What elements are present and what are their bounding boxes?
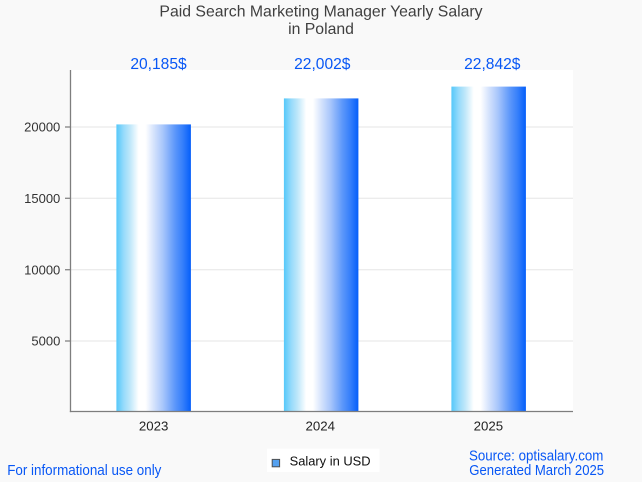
svg-text:15000: 15000 <box>24 191 60 206</box>
svg-text:2024: 2024 <box>306 419 335 434</box>
svg-text:22,002$: 22,002$ <box>294 56 351 73</box>
svg-text:22,842$: 22,842$ <box>464 56 521 73</box>
svg-text:10000: 10000 <box>24 262 60 277</box>
svg-text:Paid Search Marketing Manager: Paid Search Marketing Manager Yearly Sal… <box>159 3 482 20</box>
svg-text:5000: 5000 <box>31 334 60 349</box>
svg-text:2023: 2023 <box>139 419 168 434</box>
svg-text:2025: 2025 <box>474 419 503 434</box>
svg-text:Salary in USD: Salary in USD <box>290 453 371 468</box>
svg-text:Source: optisalary.com: Source: optisalary.com <box>469 448 603 465</box>
svg-text:For informational use only: For informational use only <box>7 462 162 479</box>
svg-text:in Poland: in Poland <box>288 21 354 38</box>
svg-text:20,185$: 20,185$ <box>130 56 187 73</box>
svg-text:20000: 20000 <box>24 120 60 135</box>
svg-text:Generated March 2025: Generated March 2025 <box>469 462 604 479</box>
